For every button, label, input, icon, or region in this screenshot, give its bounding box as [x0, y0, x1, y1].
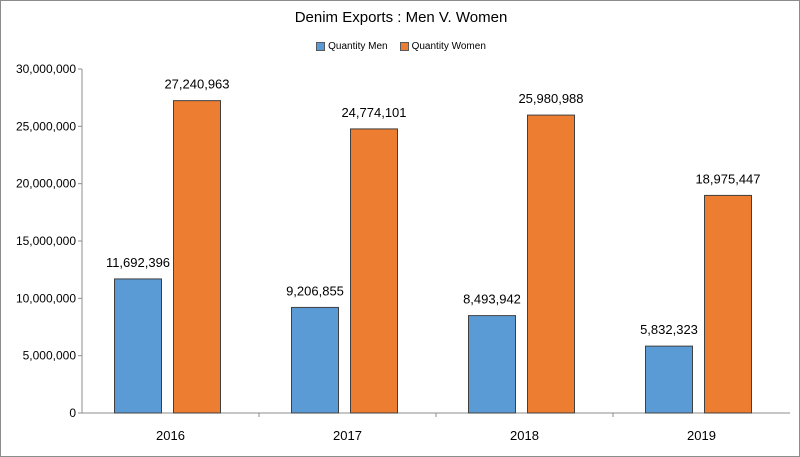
x-tick-label: 2019: [687, 428, 716, 443]
bar-men: [114, 278, 162, 414]
y-tick-label: 0: [69, 406, 76, 420]
legend-item-men: Quantity Men: [316, 41, 388, 52]
bar-women: [527, 114, 575, 414]
legend-swatch-women: [399, 42, 409, 51]
y-tick-label: 10,000,000: [16, 291, 76, 305]
bar-men: [291, 306, 339, 414]
chart-legend: Quantity Men Quantity Women: [1, 41, 800, 52]
data-label-men: 9,206,855: [286, 283, 344, 298]
y-tick-label: 25,000,000: [16, 119, 76, 133]
legend-item-women: Quantity Women: [399, 41, 486, 52]
y-tick-label: 20,000,000: [16, 177, 76, 191]
bar-women: [704, 194, 752, 414]
y-tick-label: 30,000,000: [16, 62, 76, 76]
x-tick-label: 2016: [156, 428, 185, 443]
bar-women: [173, 100, 221, 414]
legend-swatch-men: [316, 42, 326, 51]
bar-men: [645, 345, 693, 414]
legend-label-women: Quantity Women: [411, 41, 486, 52]
data-label-women: 27,240,963: [164, 77, 229, 92]
data-label-men: 11,692,396: [106, 255, 170, 270]
data-label-women: 25,980,988: [518, 91, 583, 106]
legend-label-men: Quantity Men: [328, 41, 388, 52]
y-tick-label: 15,000,000: [16, 234, 76, 248]
chart-title: Denim Exports : Men V. Women: [294, 9, 508, 26]
x-tick-label: 2017: [333, 428, 362, 443]
data-label-men: 5,832,323: [640, 322, 698, 337]
data-label-women: 18,975,447: [695, 171, 760, 186]
bar-women: [350, 128, 398, 414]
bar-men: [468, 315, 516, 414]
y-tick-label: 5,000,000: [23, 349, 77, 363]
x-tick-label: 2018: [510, 428, 539, 443]
data-label-women: 24,774,101: [341, 105, 406, 120]
data-label-men: 8,493,942: [463, 292, 521, 307]
